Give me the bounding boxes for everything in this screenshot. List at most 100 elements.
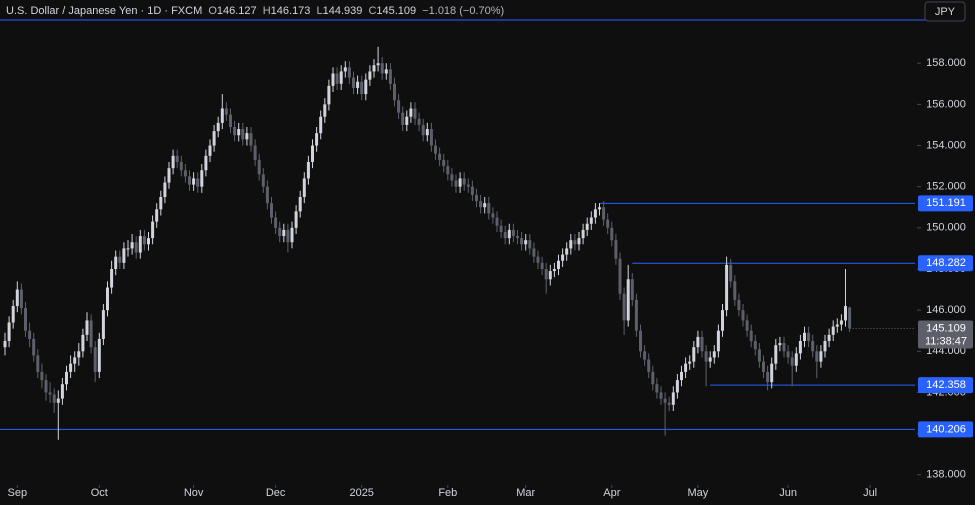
candle-body xyxy=(610,227,614,241)
candle-body xyxy=(208,145,212,156)
candle-body xyxy=(741,310,745,321)
candle-body xyxy=(803,332,806,342)
candle-body xyxy=(44,380,48,393)
candle-body xyxy=(757,349,761,362)
candle-body xyxy=(175,155,179,162)
open-value: 146.127 xyxy=(217,5,257,17)
candle-body xyxy=(315,133,319,146)
candle-body xyxy=(429,129,433,146)
candle-body xyxy=(114,256,118,269)
high-value: 146.173 xyxy=(271,5,311,17)
candle-body xyxy=(548,271,552,280)
candle-body xyxy=(655,384,659,393)
candle-body xyxy=(532,248,536,257)
y-tick-label: 152.000 xyxy=(926,181,966,193)
header: U.S. Dollar / Japanese Yen · 1D · FXCM O… xyxy=(6,5,504,17)
candle-body xyxy=(778,343,782,346)
x-tick-label: Apr xyxy=(603,487,620,499)
currency-button[interactable] xyxy=(924,1,966,22)
candle-body xyxy=(36,355,40,372)
level-label: 151.191 xyxy=(926,197,966,209)
candle-body xyxy=(745,320,749,331)
candle-body xyxy=(319,116,323,134)
y-tick-label: 138.000 xyxy=(926,469,966,481)
candle-body xyxy=(827,334,831,342)
candle-body xyxy=(712,351,716,358)
candle-body xyxy=(483,203,487,208)
candle-body xyxy=(257,159,261,175)
candle-body xyxy=(446,166,450,175)
candle-body xyxy=(224,108,228,115)
candle-body xyxy=(212,131,216,146)
candle-body xyxy=(708,357,712,362)
candle-body xyxy=(241,129,245,140)
candle-body xyxy=(684,363,688,372)
candle-body xyxy=(89,320,93,348)
candle-body xyxy=(466,184,470,187)
candle-body xyxy=(110,268,114,288)
candle-body xyxy=(552,268,556,272)
candle-body xyxy=(179,161,183,171)
y-tick-label: 156.000 xyxy=(926,98,966,110)
candle-body xyxy=(667,402,671,405)
candle-body xyxy=(606,219,610,228)
candle-body xyxy=(770,363,774,383)
candle-body xyxy=(19,289,23,309)
level-label: 142.358 xyxy=(926,379,966,391)
candle-body xyxy=(409,108,413,117)
candle-body xyxy=(704,351,708,362)
x-tick-label: Dec xyxy=(266,487,286,499)
candle-body xyxy=(507,229,511,239)
candle-body xyxy=(700,336,704,352)
candle-body xyxy=(278,227,282,237)
candle-body xyxy=(811,341,815,352)
candle-body xyxy=(364,79,368,95)
candle-body xyxy=(524,240,528,245)
candle-body xyxy=(142,236,146,245)
candle-body xyxy=(159,196,163,210)
y-tick-label: 158.000 xyxy=(926,57,966,69)
candle-body xyxy=(823,341,827,352)
candle-body xyxy=(73,357,77,364)
level-label-box xyxy=(918,421,973,438)
candle-body xyxy=(360,81,364,95)
candle-body xyxy=(24,308,27,331)
last-price-label: 145.109 xyxy=(926,322,966,334)
y-tick-label: 146.000 xyxy=(926,304,966,316)
candle-body xyxy=(298,196,302,212)
candle-body xyxy=(183,170,187,177)
candle-body xyxy=(561,254,565,261)
candle-body xyxy=(32,338,36,356)
x-tick-label: Nov xyxy=(184,487,204,499)
candle-body xyxy=(413,108,417,119)
candle-body xyxy=(15,289,19,307)
candle-body xyxy=(692,347,696,362)
candle-body xyxy=(384,69,388,74)
candle-body xyxy=(417,118,421,125)
candle-body xyxy=(557,260,560,269)
candle-body xyxy=(204,155,208,171)
currency-label[interactable]: JPY xyxy=(935,6,956,18)
candle-body xyxy=(335,73,339,84)
candle-body xyxy=(651,371,655,385)
candle-body xyxy=(733,281,737,300)
candle-body xyxy=(499,225,503,232)
candle-body xyxy=(614,240,618,259)
candle-body xyxy=(347,67,351,78)
candle-body xyxy=(138,236,142,253)
candle-body xyxy=(302,178,306,197)
countdown: 11:38:47 xyxy=(925,335,967,347)
candle-body xyxy=(163,182,167,197)
candle-body xyxy=(438,153,442,160)
candle-body xyxy=(630,279,634,300)
candle-body xyxy=(766,371,770,383)
candle-body xyxy=(844,306,847,321)
x-tick-label: 2025 xyxy=(349,487,373,499)
candle-body xyxy=(458,178,462,187)
x-tick-label: Mar xyxy=(516,487,535,499)
candle-body xyxy=(405,116,409,125)
candle-body xyxy=(93,347,97,372)
last-price-box xyxy=(918,320,973,349)
candle-body xyxy=(462,178,466,185)
